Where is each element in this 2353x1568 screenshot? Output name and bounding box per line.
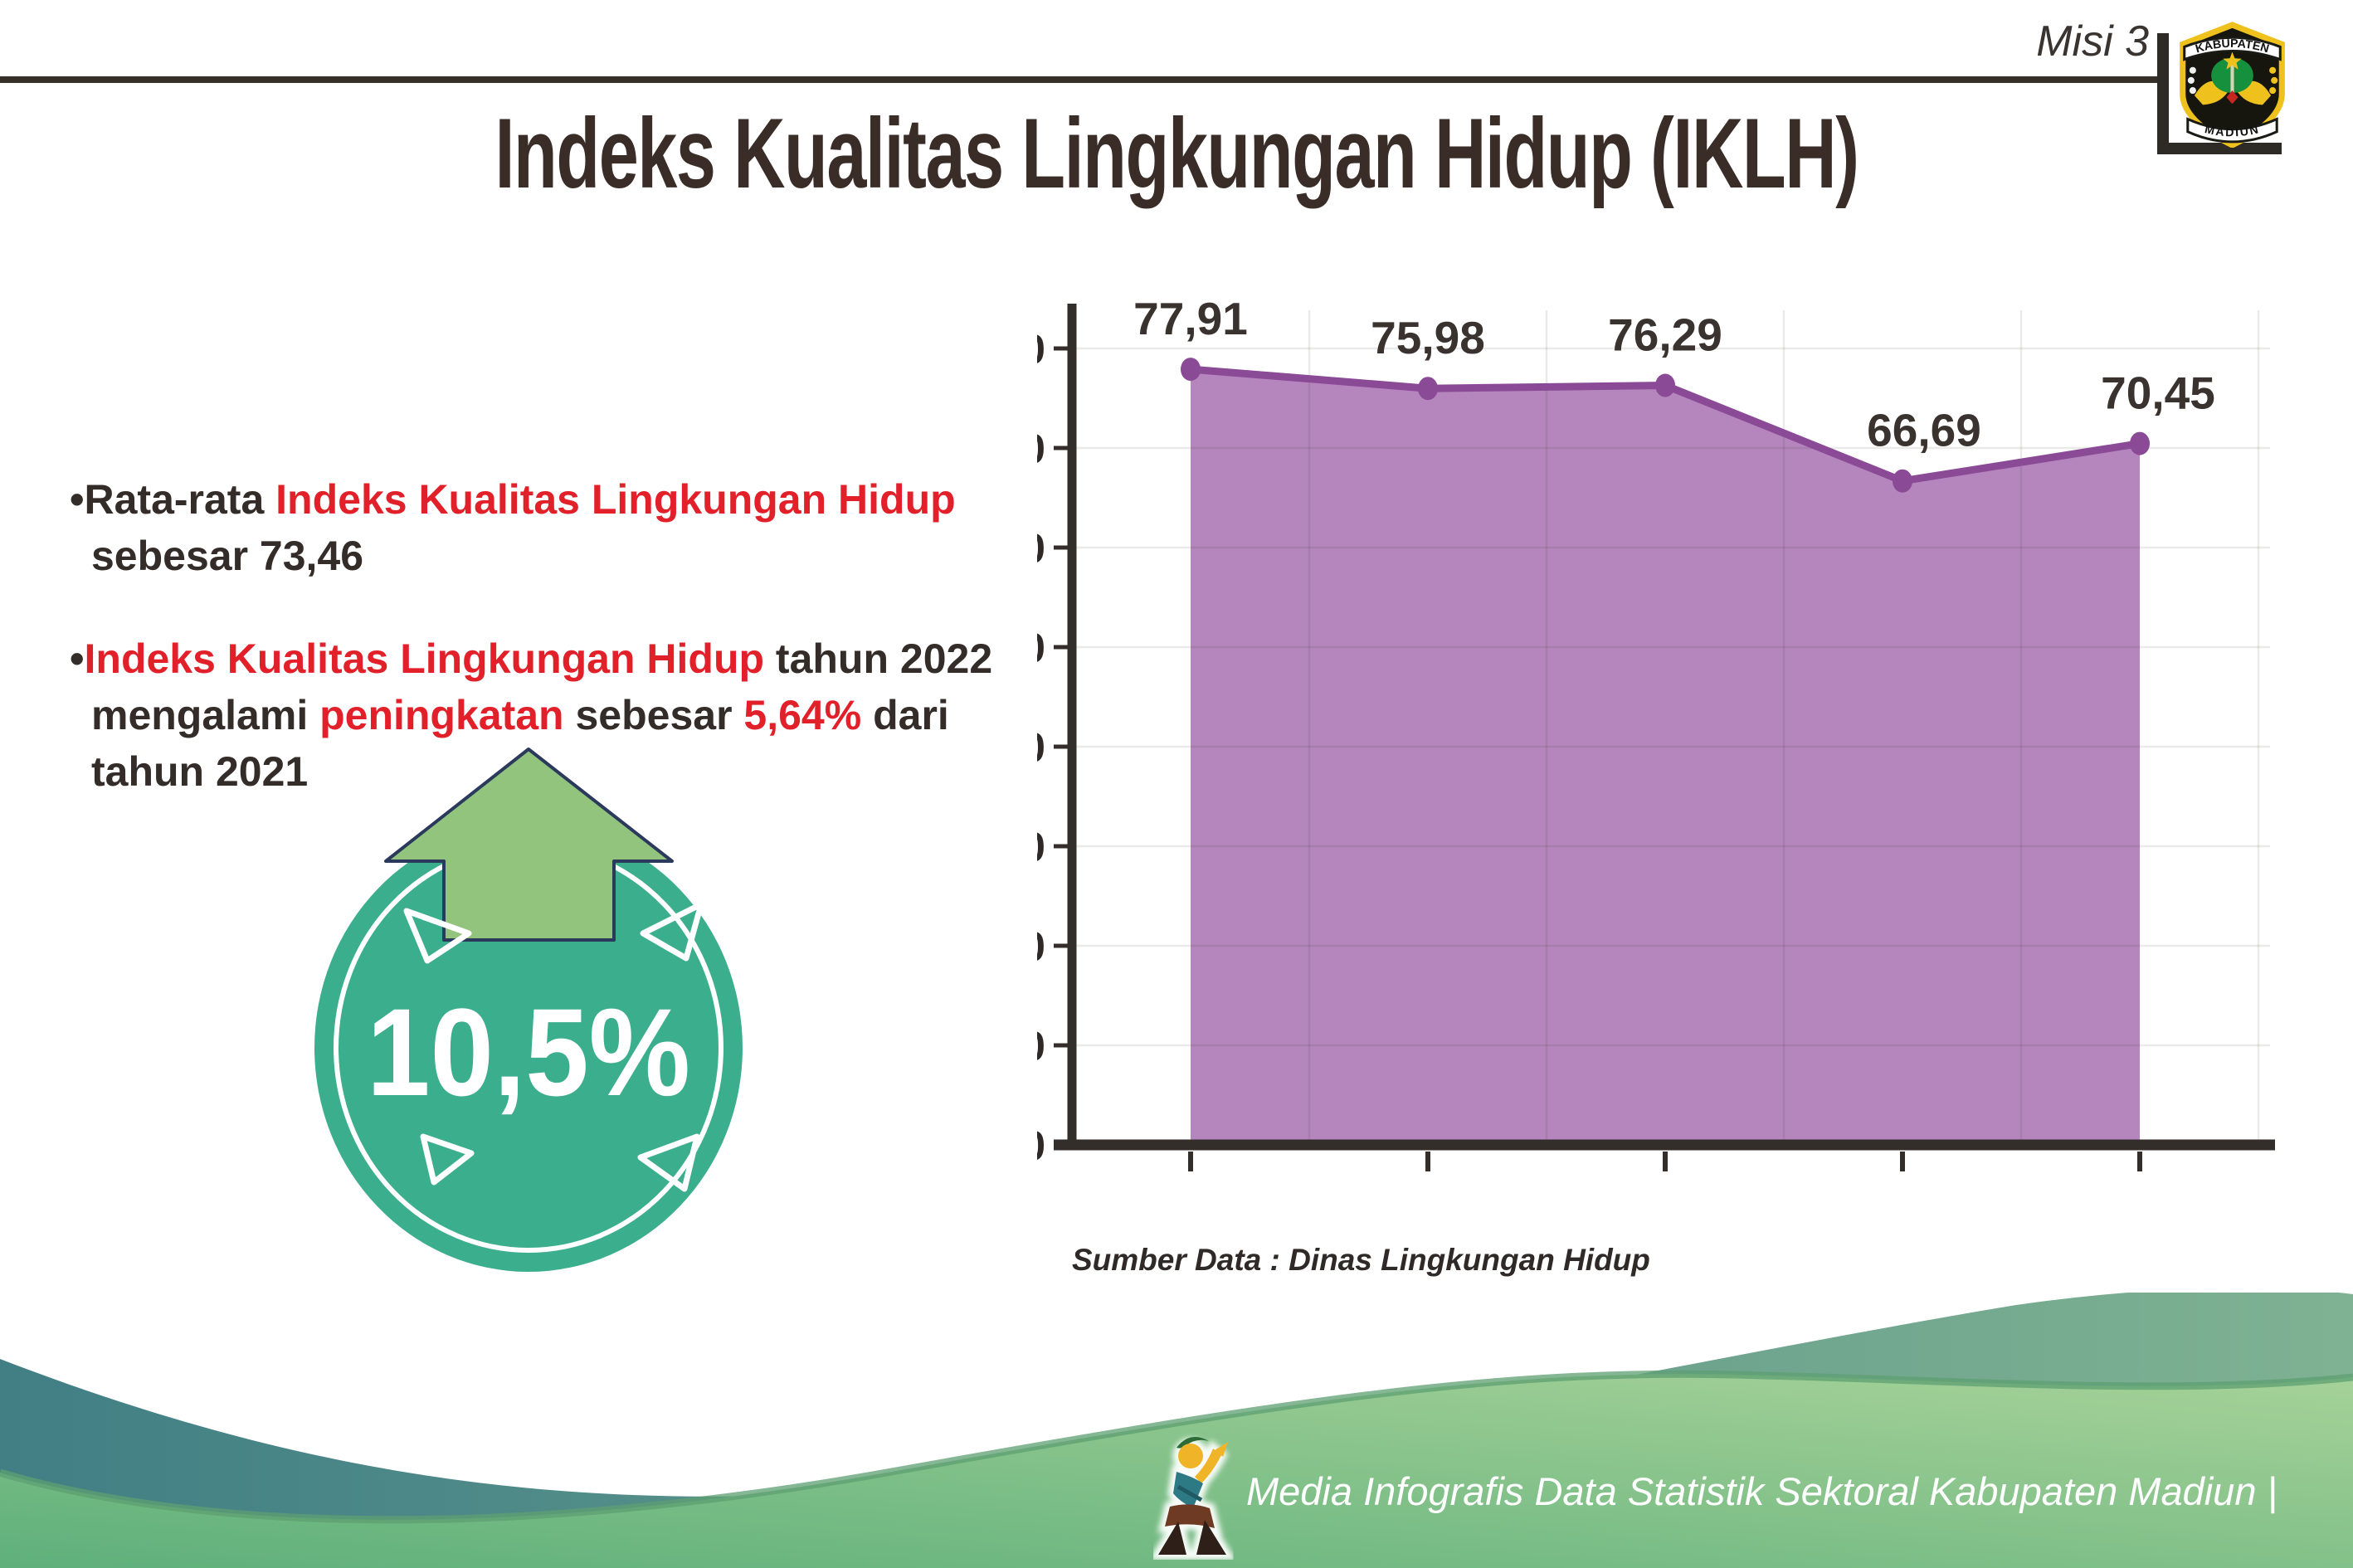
badge-spark-lower-left bbox=[420, 1133, 475, 1186]
logo-frame-vertical bbox=[2157, 33, 2169, 154]
mascot-head bbox=[1178, 1444, 1203, 1468]
data-point-marker bbox=[1893, 469, 1912, 493]
data-point-marker bbox=[1655, 373, 1675, 397]
badge-spark-upper-right bbox=[640, 901, 704, 962]
data-value-label: 75,98 bbox=[1371, 312, 1485, 363]
mascot-sash bbox=[1176, 1484, 1203, 1502]
badge-circle bbox=[314, 824, 743, 1272]
crest-rice-1 bbox=[2269, 66, 2277, 74]
mascot-left-leg bbox=[1158, 1522, 1186, 1555]
data-value-label: 66,69 bbox=[1867, 405, 1981, 456]
crest-top-banner bbox=[2183, 36, 2282, 61]
y-tick-label: 10 bbox=[1037, 1023, 1045, 1069]
crest-cotton-1 bbox=[2189, 66, 2196, 74]
badge-spark-upper-left bbox=[403, 908, 472, 964]
dancer-mascot-icon bbox=[1153, 1437, 1236, 1560]
footer-credit-text: Media Infografis Data Statistik Sektoral… bbox=[1246, 1469, 2277, 1513]
kabupaten-madiun-crest-icon: KABUPATEN MADIUN bbox=[2180, 22, 2285, 148]
y-tick-label: 20 bbox=[1037, 923, 1045, 970]
misi-label: Misi 3 bbox=[2036, 17, 2149, 66]
bullet-average-iklh: •Rata-rata Indeks Kualitas Lingkungan Hi… bbox=[70, 476, 956, 579]
page-title: Indeks Kualitas Lingkungan Hidup (IKLH) bbox=[494, 98, 1859, 209]
mascot-hand bbox=[1215, 1442, 1228, 1457]
crest-cotton-2 bbox=[2187, 76, 2195, 84]
y-tick-label: 30 bbox=[1037, 824, 1045, 870]
logo-frame-horizontal bbox=[2157, 143, 2282, 154]
data-point-marker bbox=[1181, 358, 1201, 382]
y-tick-label: 70 bbox=[1037, 426, 1045, 472]
badge-spark-lower-right bbox=[637, 1133, 700, 1192]
crest-bottom-banner bbox=[2186, 117, 2278, 144]
y-tick-label: 40 bbox=[1037, 724, 1045, 771]
y-tick-label: 80 bbox=[1037, 326, 1045, 373]
mascot-sarong bbox=[1165, 1504, 1215, 1528]
data-value-label: 76,29 bbox=[1608, 309, 1722, 361]
data-point-marker bbox=[2130, 431, 2150, 455]
y-tick-label: 50 bbox=[1037, 625, 1045, 671]
data-source-label: Sumber Data : Dinas Lingkungan Hidup bbox=[1072, 1243, 1650, 1277]
green-wave-edge bbox=[0, 1370, 2353, 1524]
crest-star bbox=[2223, 51, 2242, 70]
increase-badge: 10,5% bbox=[314, 747, 743, 1272]
data-value-label: 77,91 bbox=[1133, 299, 1248, 344]
mascot-right-leg bbox=[1196, 1520, 1226, 1555]
crest-rice-2 bbox=[2271, 76, 2278, 84]
crest-cotton-3 bbox=[2189, 87, 2196, 95]
badge-value: 10,5% bbox=[367, 982, 690, 1122]
data-point-marker bbox=[1418, 377, 1438, 401]
crest-top-banner-text: KABUPATEN bbox=[2194, 37, 2270, 56]
header-divider-line bbox=[0, 76, 2161, 83]
bullet-increase-iklh: •Indeks Kualitas Lingkungan Hidup tahun … bbox=[70, 635, 993, 795]
y-tick-label: 0 bbox=[1037, 1122, 1045, 1169]
summary-bullets: •Rata-rata Indeks Kualitas Lingkungan Hi… bbox=[70, 471, 999, 846]
data-value-label: 70,45 bbox=[2101, 368, 2215, 419]
iklh-area-chart: 010203040506070802018201920202021202277,… bbox=[1037, 299, 2275, 1171]
y-tick-label: 60 bbox=[1037, 525, 1045, 572]
crest-bottom-banner-text: MADIUN bbox=[2204, 123, 2262, 139]
crest-rice-3 bbox=[2269, 87, 2277, 95]
up-arrow-icon bbox=[384, 747, 674, 942]
mascot-arm bbox=[1195, 1449, 1221, 1483]
area-fill bbox=[1191, 369, 2140, 1145]
